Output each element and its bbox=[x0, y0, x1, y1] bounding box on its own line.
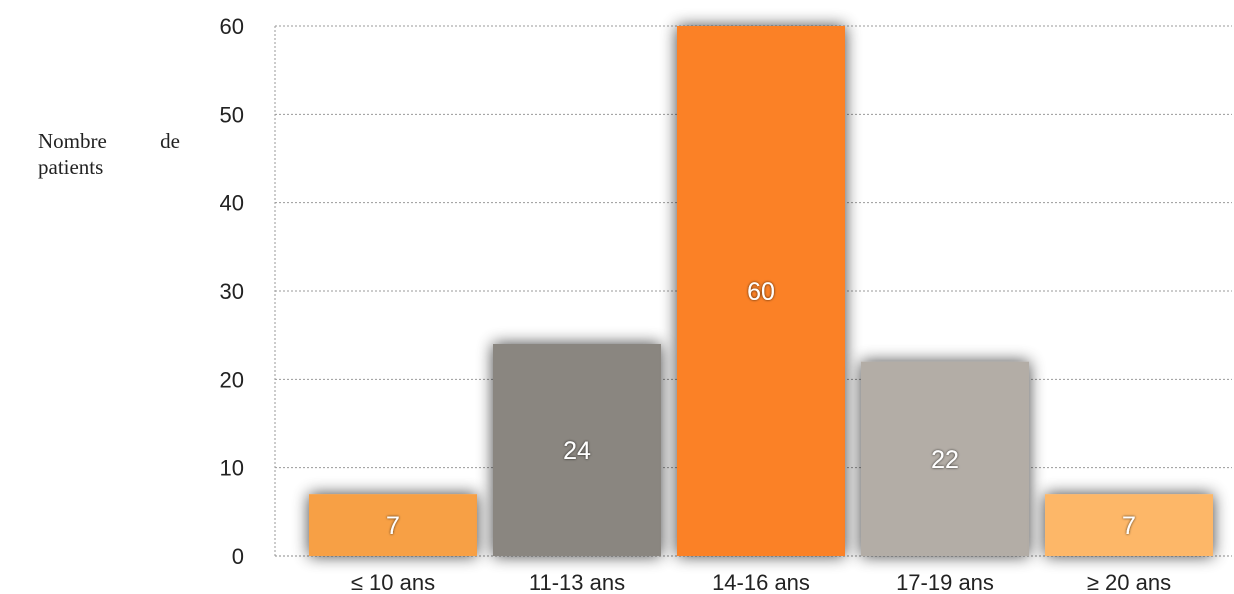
x-tick-label: 14-16 ans bbox=[712, 570, 810, 594]
y-tick-label: 0 bbox=[232, 544, 244, 569]
y-tick-label: 50 bbox=[220, 102, 244, 127]
bar bbox=[1045, 494, 1213, 556]
x-tick-labels: ≤ 10 ans 11-13 ans 14-16 ans 17-19 ans ≥ 20 … bbox=[351, 570, 1171, 594]
x-tick-label: 11-13 ans bbox=[529, 570, 625, 594]
bar bbox=[493, 344, 661, 556]
bar-value-label: 7 bbox=[386, 512, 400, 540]
y-tick-label: 40 bbox=[220, 191, 244, 216]
bar-value-label: 7 bbox=[1122, 512, 1136, 540]
bar-value-label: 22 bbox=[931, 446, 959, 474]
bar bbox=[309, 494, 477, 556]
y-tick-label: 20 bbox=[220, 367, 244, 392]
y-tick-label: 60 bbox=[220, 14, 244, 39]
bar-value-label: 60 bbox=[747, 278, 775, 306]
y-tick-labels: 0 10 20 30 40 50 60 bbox=[220, 14, 244, 569]
y-axis-label: Nombre de patients bbox=[38, 129, 180, 180]
x-tick-label: 17-19 ans bbox=[896, 570, 994, 594]
bar bbox=[677, 26, 845, 556]
y-tick-label: 30 bbox=[220, 279, 244, 304]
data-labels: 7 24 60 22 7 bbox=[386, 278, 1136, 540]
bars bbox=[309, 26, 1213, 556]
gridlines bbox=[275, 25, 1232, 469]
bar-value-label: 24 bbox=[563, 437, 591, 465]
x-tick-label: ≥ 20 ans bbox=[1087, 570, 1171, 594]
x-tick-label: ≤ 10 ans bbox=[351, 570, 435, 594]
bar bbox=[861, 361, 1029, 556]
y-tick-label: 10 bbox=[220, 456, 244, 481]
